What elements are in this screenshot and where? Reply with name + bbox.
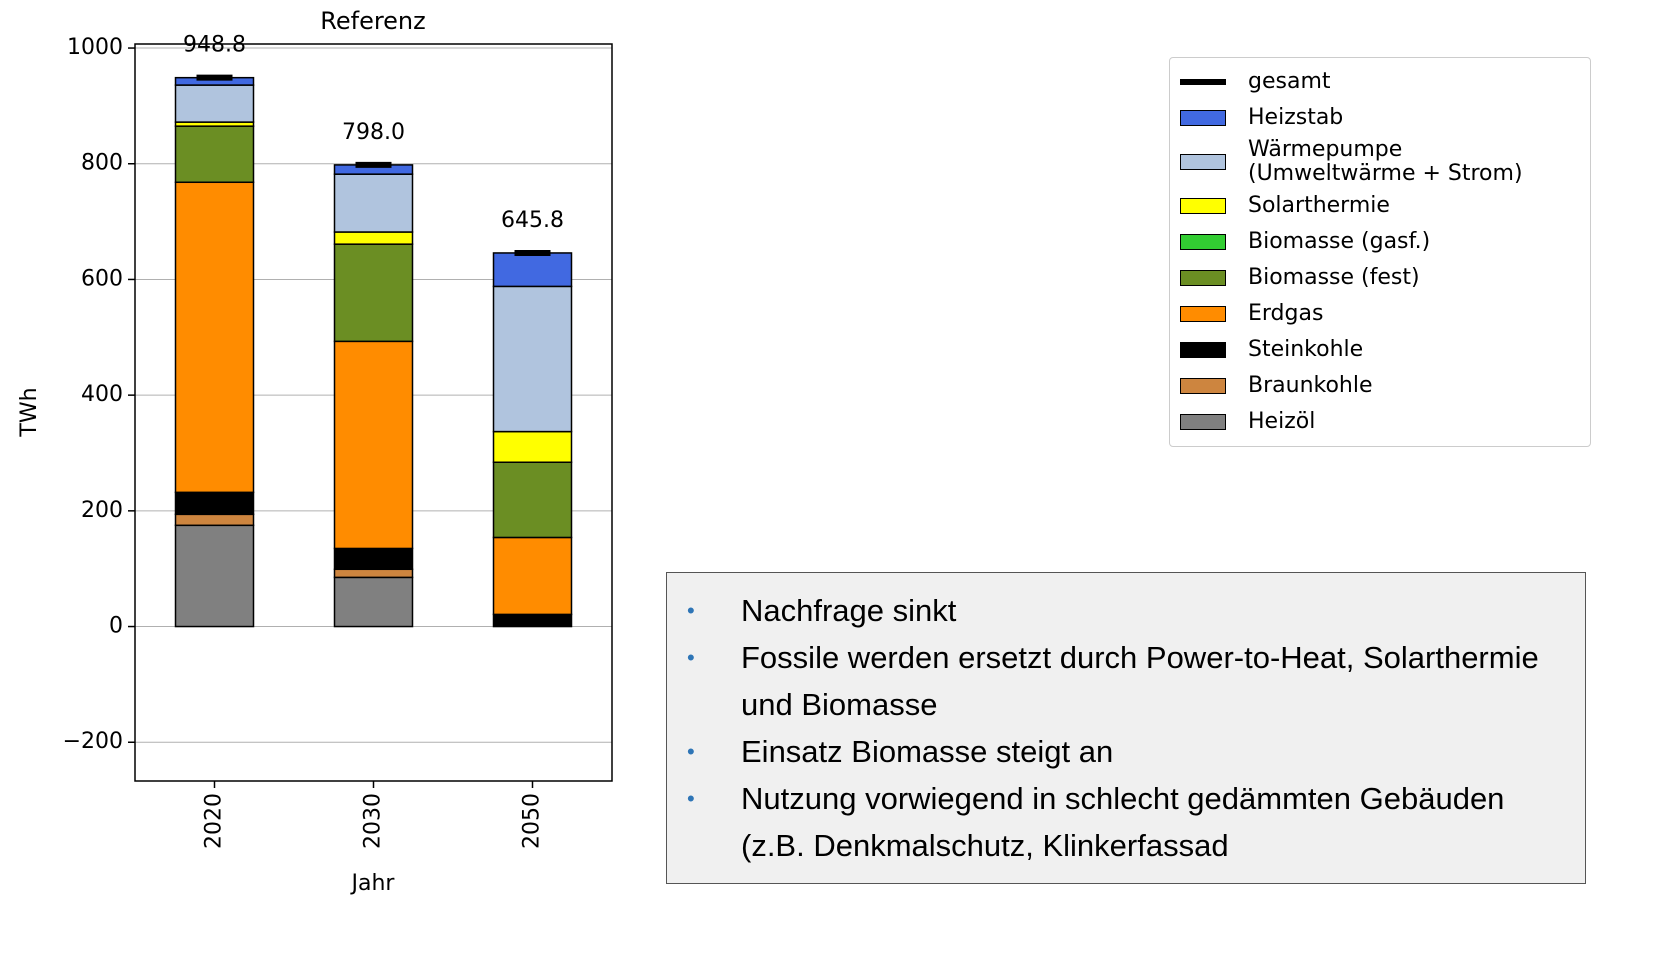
y-tick-label: 400 <box>81 382 123 407</box>
total-label: 798.0 <box>342 120 405 145</box>
bar-segment <box>492 430 573 464</box>
bar-segment <box>174 524 255 628</box>
legend-item: Biomasse (gasf.) <box>1170 224 1590 260</box>
y-tick-label: 0 <box>109 614 123 639</box>
legend-label: Wärmepumpe (Umweltwärme + Strom) <box>1248 137 1523 186</box>
bar-segment <box>333 231 414 245</box>
legend-label: Solarthermie <box>1248 193 1390 218</box>
legend-label: Braunkohle <box>1248 373 1373 398</box>
y-axis-label: TWh <box>17 387 42 437</box>
legend-swatch <box>1180 234 1226 250</box>
bar-segment <box>174 491 255 516</box>
y-tick-label: 200 <box>81 498 123 523</box>
bar-segment <box>333 173 414 233</box>
legend-swatch <box>1180 414 1226 430</box>
legend-item: Wärmepumpe (Umweltwärme + Strom) <box>1170 136 1590 188</box>
bar-segment <box>492 461 573 539</box>
y-tick-label: 800 <box>81 151 123 176</box>
text-box: Nachfrage sinktFossile werden ersetzt du… <box>666 572 1586 884</box>
total-label: 645.8 <box>501 208 564 233</box>
chart-title: Referenz <box>320 7 426 35</box>
legend-label: Biomasse (fest) <box>1248 265 1420 290</box>
legend-item: Braunkohle <box>1170 368 1590 404</box>
legend-item: Heizstab <box>1170 100 1590 136</box>
legend-swatch <box>1180 154 1226 170</box>
bullet: Nachfrage sinkt <box>687 587 1571 634</box>
legend-swatch <box>1180 342 1226 358</box>
legend-label: Heizöl <box>1248 409 1316 434</box>
legend-label: Heizstab <box>1248 105 1344 130</box>
legend: gesamt Heizstab Wärmepumpe (Umweltwärme + … <box>1169 57 1591 447</box>
bar-segment <box>492 613 573 628</box>
legend-line <box>1180 79 1226 85</box>
bullet: Nutzung vorwiegend in schlecht gedämmten… <box>687 775 1571 869</box>
bar-segment <box>333 568 414 579</box>
bar-segment <box>492 285 573 433</box>
legend-swatch <box>1180 110 1226 126</box>
x-tick-label: 2050 <box>520 793 545 849</box>
bar-segment <box>492 252 573 288</box>
bar-segment <box>333 547 414 571</box>
legend-label: Biomasse (gasf.) <box>1248 229 1431 254</box>
legend-swatch <box>1180 198 1226 214</box>
bar-segment <box>174 125 255 184</box>
y-tick-label: 1000 <box>67 35 123 60</box>
legend-label: Erdgas <box>1248 301 1324 326</box>
y-tick-label: −200 <box>63 729 123 754</box>
bullet: Fossile werden ersetzt durch Power-to-He… <box>687 634 1571 728</box>
bar-segment <box>333 340 414 550</box>
bar-segment <box>492 536 573 616</box>
legend-item: Erdgas <box>1170 296 1590 332</box>
legend-swatch <box>1180 378 1226 394</box>
bar-segment <box>174 513 255 527</box>
legend-item: Heizöl <box>1170 404 1590 440</box>
bullet-list: Nachfrage sinktFossile werden ersetzt du… <box>667 587 1571 869</box>
legend-item: Steinkohle <box>1170 332 1590 368</box>
legend-label: gesamt <box>1248 69 1331 94</box>
y-tick-label: 600 <box>81 266 123 291</box>
x-axis-label: Jahr <box>350 871 396 896</box>
legend-swatch <box>1180 270 1226 286</box>
x-tick-label: 2020 <box>202 793 227 849</box>
total-label: 948.8 <box>183 33 246 58</box>
bullet: Einsatz Biomasse steigt an <box>687 728 1571 775</box>
legend-item: Biomasse (fest) <box>1170 260 1590 296</box>
legend-label: Steinkohle <box>1248 337 1364 362</box>
legend-swatch <box>1180 306 1226 322</box>
bar-segment <box>174 84 255 123</box>
legend-item: gesamt <box>1170 64 1590 100</box>
legend-item: Solarthermie <box>1170 188 1590 224</box>
bar-segment <box>333 243 414 343</box>
bar-segment <box>333 576 414 628</box>
bar-segment <box>174 181 255 494</box>
plot-frame <box>134 43 613 782</box>
x-tick-label: 2030 <box>361 793 386 849</box>
